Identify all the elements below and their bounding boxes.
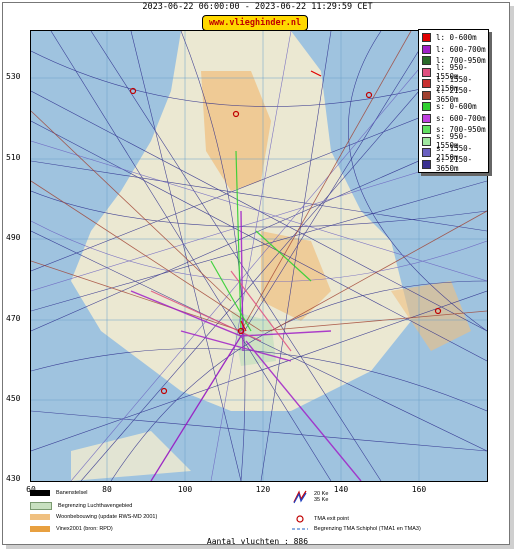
key-label: Begrenzing Luchthavengebied xyxy=(58,503,133,509)
flight-track-map[interactable] xyxy=(30,30,488,482)
y-tick: 490 xyxy=(6,233,21,242)
key-residential: Woonbebouwing (update RWS-MD 2001) xyxy=(30,514,157,520)
legend-swatch xyxy=(422,79,431,89)
legend-swatch xyxy=(422,90,431,100)
legend-item: s: 950-1550m xyxy=(419,132,488,150)
legend-label: s: 700-950m xyxy=(436,125,486,135)
x-tick: 100 xyxy=(177,485,193,494)
map-key: Banenstelsel Begrenzing Luchthavengebied… xyxy=(30,482,486,537)
legend-item: l: 2150-3650m xyxy=(419,86,488,104)
legend-label: l: 2150-3650m xyxy=(436,86,473,105)
legend-item: s: 700-950m xyxy=(419,124,488,136)
legend-swatch xyxy=(422,113,431,123)
legend-label: l: 1550-2150m xyxy=(436,74,473,93)
noise-contour-icon xyxy=(293,490,307,504)
key-noise-contours: 20 Ke 35 Ke xyxy=(292,490,328,504)
legend-label: s: 0-600m xyxy=(436,102,477,112)
legend-item: l: 700-950m xyxy=(419,55,488,67)
x-tick: 80 xyxy=(102,485,112,494)
x-tick: 60 xyxy=(26,485,36,494)
y-tick: 450 xyxy=(6,394,21,403)
key-label: Woonbebouwing (update RWS-MD 2001) xyxy=(56,514,158,520)
legend-swatch xyxy=(422,56,431,66)
legend-swatch xyxy=(422,159,431,169)
flight-count: Aantal vluchten : 886 xyxy=(206,537,309,546)
legend-swatch xyxy=(422,125,431,135)
tma-boundary-icon xyxy=(292,528,308,530)
map-canvas xyxy=(31,31,487,481)
key-label: Begrenzing TMA Schiphol (TMA1 en TMA3) xyxy=(314,526,421,532)
legend-item: s: 0-600m xyxy=(419,101,488,113)
legend-label: s: 2150-3650m xyxy=(436,155,473,174)
y-tick: 470 xyxy=(6,314,21,323)
legend-swatch xyxy=(422,44,431,54)
legend-item: s: 2150-3650m xyxy=(419,155,488,173)
x-tick: 140 xyxy=(333,485,349,494)
y-tick: 430 xyxy=(6,474,21,483)
key-airport-boundary: Begrenzing Luchthavengebied xyxy=(30,502,132,510)
legend-item: l: 1550-2150m xyxy=(419,74,488,93)
x-tick: 160 xyxy=(411,485,427,494)
legend-label: l: 950-1550m xyxy=(436,63,468,82)
legend-item: s: 600-700m xyxy=(419,113,488,125)
key-swatch xyxy=(30,526,50,532)
legend-swatch xyxy=(422,33,431,43)
altitude-legend: l: 0-600m l: 600-700m l: 700-950m l: 950… xyxy=(418,29,489,173)
x-tick: 120 xyxy=(255,485,271,494)
key-runways: Banenstelsel xyxy=(30,490,88,496)
key-label: TMA exit point xyxy=(314,516,349,522)
legend-label: l: 700-950m xyxy=(436,56,486,66)
legend-swatch xyxy=(422,136,431,146)
legend-item: l: 600-700m xyxy=(419,44,488,56)
key-tma-exit: TMA exit point xyxy=(292,514,349,524)
legend-label: l: 600-700m xyxy=(436,44,486,54)
legend-swatch xyxy=(422,67,431,77)
key-label: Vinex2001 (bron: RPD) xyxy=(56,526,113,532)
legend-item: l: 0-600m xyxy=(419,32,488,44)
brand-badge[interactable]: www.vlieghinder.nl xyxy=(202,15,308,31)
y-tick: 510 xyxy=(6,153,21,162)
legend-swatch xyxy=(422,102,431,112)
key-tma-boundary: Begrenzing TMA Schiphol (TMA1 en TMA3) xyxy=(292,526,421,532)
legend-item: s: 1550-2150m xyxy=(419,143,488,162)
key-vinex: Vinex2001 (bron: RPD) xyxy=(30,526,113,532)
legend-swatch xyxy=(422,148,431,158)
key-label: Banenstelsel xyxy=(56,490,88,496)
key-swatch xyxy=(30,502,52,510)
legend-label: s: 600-700m xyxy=(436,113,486,123)
key-label: 20 Ke 35 Ke xyxy=(314,491,329,503)
key-swatch xyxy=(30,490,50,496)
legend-label: s: 1550-2150m xyxy=(436,143,473,162)
key-swatch xyxy=(30,514,50,520)
legend-label: l: 0-600m xyxy=(436,33,477,43)
tma-exit-point-icon xyxy=(296,515,304,523)
legend-item: l: 950-1550m xyxy=(419,63,488,81)
y-tick: 530 xyxy=(6,72,21,81)
time-range-title: 2023-06-22 06:00:00 - 2023-06-22 11:29:5… xyxy=(142,2,373,12)
legend-label: s: 950-1550m xyxy=(436,132,468,151)
